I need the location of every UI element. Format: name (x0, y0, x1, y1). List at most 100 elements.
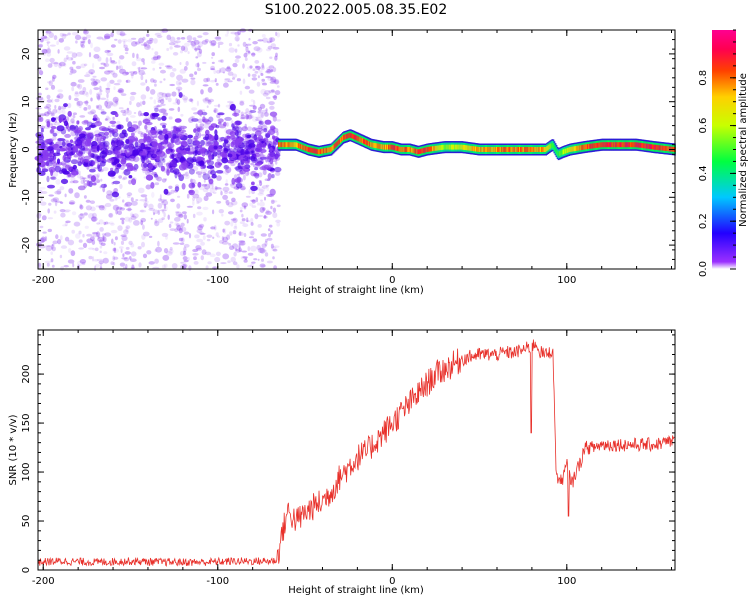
noise-blob (219, 240, 224, 244)
x-tick-label: 100 (557, 576, 576, 587)
noise-blob (157, 104, 160, 108)
track-core (618, 142, 621, 148)
noise-blob (106, 98, 109, 104)
noise-blob (81, 261, 86, 266)
noise-blob (131, 264, 135, 270)
noise-blob (218, 125, 225, 128)
track-core (484, 147, 487, 152)
noise-blob (154, 51, 159, 56)
noise-blob (154, 83, 157, 87)
noise-blob (217, 44, 220, 49)
noise-blob (186, 157, 195, 164)
noise-blob (247, 112, 251, 116)
noise-blob (244, 164, 251, 169)
noise-blob (247, 252, 254, 256)
noise-blob (48, 32, 54, 38)
noise-blob (60, 161, 67, 166)
noise-blob (110, 44, 116, 48)
track-core (352, 133, 355, 139)
noise-blob (129, 166, 136, 171)
noise-blob (185, 61, 189, 66)
noise-blob (76, 100, 84, 106)
noise-blob (122, 71, 129, 76)
noise-blob (212, 191, 217, 194)
noise-blob (252, 105, 257, 110)
track-core (332, 145, 335, 150)
noise-blob (71, 31, 79, 36)
track-core (514, 147, 517, 152)
noise-blob (60, 245, 68, 249)
track-core (286, 142, 289, 148)
noise-blob (250, 245, 257, 252)
noise-blob (105, 105, 112, 109)
noise-blob (176, 37, 181, 40)
noise-blob (91, 212, 97, 219)
noise-blob (193, 128, 197, 133)
noise-blob (94, 263, 100, 268)
noise-blob (207, 99, 211, 103)
noise-blob (104, 49, 110, 54)
noise-blob (96, 173, 100, 178)
noise-blob (110, 61, 118, 65)
noise-blob (103, 131, 110, 136)
track-core (442, 144, 445, 150)
noise-blob (215, 36, 222, 42)
noise-blob (200, 89, 204, 95)
noise-blob (162, 254, 170, 261)
noise-blob (79, 175, 84, 181)
noise-blob (143, 202, 148, 208)
track-core (321, 148, 323, 154)
noise-blob (83, 30, 89, 35)
noise-blob (209, 253, 216, 258)
noise-blob (178, 227, 183, 234)
noise-blob (157, 209, 161, 215)
noise-blob (109, 147, 113, 154)
x-tick-label: 0 (389, 275, 395, 286)
noise-blob (220, 262, 227, 265)
track-core (363, 138, 365, 144)
track-core (302, 144, 304, 150)
noise-blob (154, 219, 158, 224)
noise-blob (224, 79, 229, 83)
noise-blob (180, 45, 186, 51)
noise-blob (99, 97, 107, 101)
noise-blob (146, 39, 153, 44)
noise-blob (221, 236, 224, 241)
noise-blob (173, 40, 179, 47)
noise-blob (183, 214, 187, 220)
noise-blob (75, 40, 78, 44)
track-core (664, 145, 667, 151)
noise-blob (83, 177, 86, 184)
noise-blob (194, 125, 203, 133)
noise-blob (261, 258, 264, 262)
noise-blob (99, 263, 103, 267)
noise-blob (241, 141, 249, 145)
noise-blob (51, 111, 54, 116)
noise-blob (163, 203, 167, 210)
noise-blob (125, 117, 129, 122)
track-core (508, 147, 511, 152)
track-core (606, 142, 609, 148)
noise-blob (68, 188, 74, 194)
track-core (531, 147, 534, 152)
noise-blob (135, 199, 139, 202)
noise-blob (163, 211, 166, 218)
noise-blob (258, 106, 262, 112)
track-core (353, 134, 356, 140)
noise-blob (117, 210, 122, 216)
noise-blob (143, 163, 148, 168)
noise-blob (245, 114, 249, 120)
noise-blob (274, 90, 281, 96)
noise-blob (202, 84, 209, 87)
track-core (456, 144, 458, 150)
noise-blob (53, 61, 59, 68)
noise-blob (162, 128, 168, 135)
track-core (469, 145, 472, 151)
noise-blob (64, 236, 70, 242)
noise-blob (273, 245, 280, 248)
noise-blob (195, 197, 203, 203)
noise-blob (154, 220, 160, 227)
noise-blob (267, 151, 276, 157)
noise-blob (59, 254, 63, 259)
noise-blob (96, 180, 101, 184)
